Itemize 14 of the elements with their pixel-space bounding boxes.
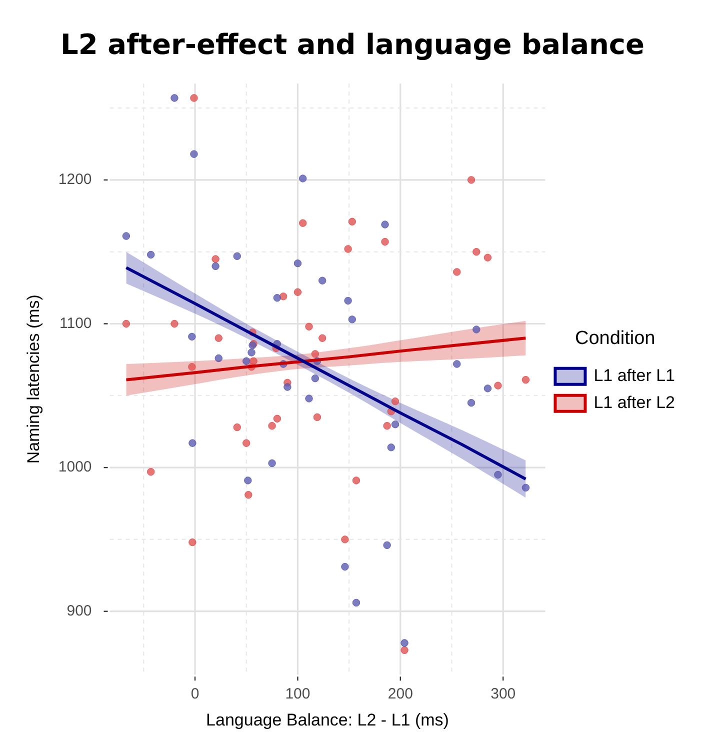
y-tick-label: 1200 [58, 171, 92, 188]
x-tick-label: 200 [388, 686, 413, 703]
y-tick-label: 1100 [60, 314, 92, 332]
x-tick-label: 100 [285, 686, 310, 703]
legend-title: Condition [574, 328, 656, 349]
legend-label: L1 after L1 [594, 366, 675, 386]
legend-label: L1 after L2 [594, 393, 675, 412]
y-axis-title: Naming latencies (ms) [24, 294, 43, 464]
x-tick-label: 300 [490, 686, 516, 703]
y-tick-label: 900 [66, 602, 92, 620]
chart-title: L2 after-effect and language balance [60, 28, 644, 62]
y-tick-label: 1000 [58, 458, 92, 476]
x-tick-label: 0 [190, 686, 200, 703]
x-axis-title: Language Balance: L2 - L1 (ms) [206, 710, 449, 730]
